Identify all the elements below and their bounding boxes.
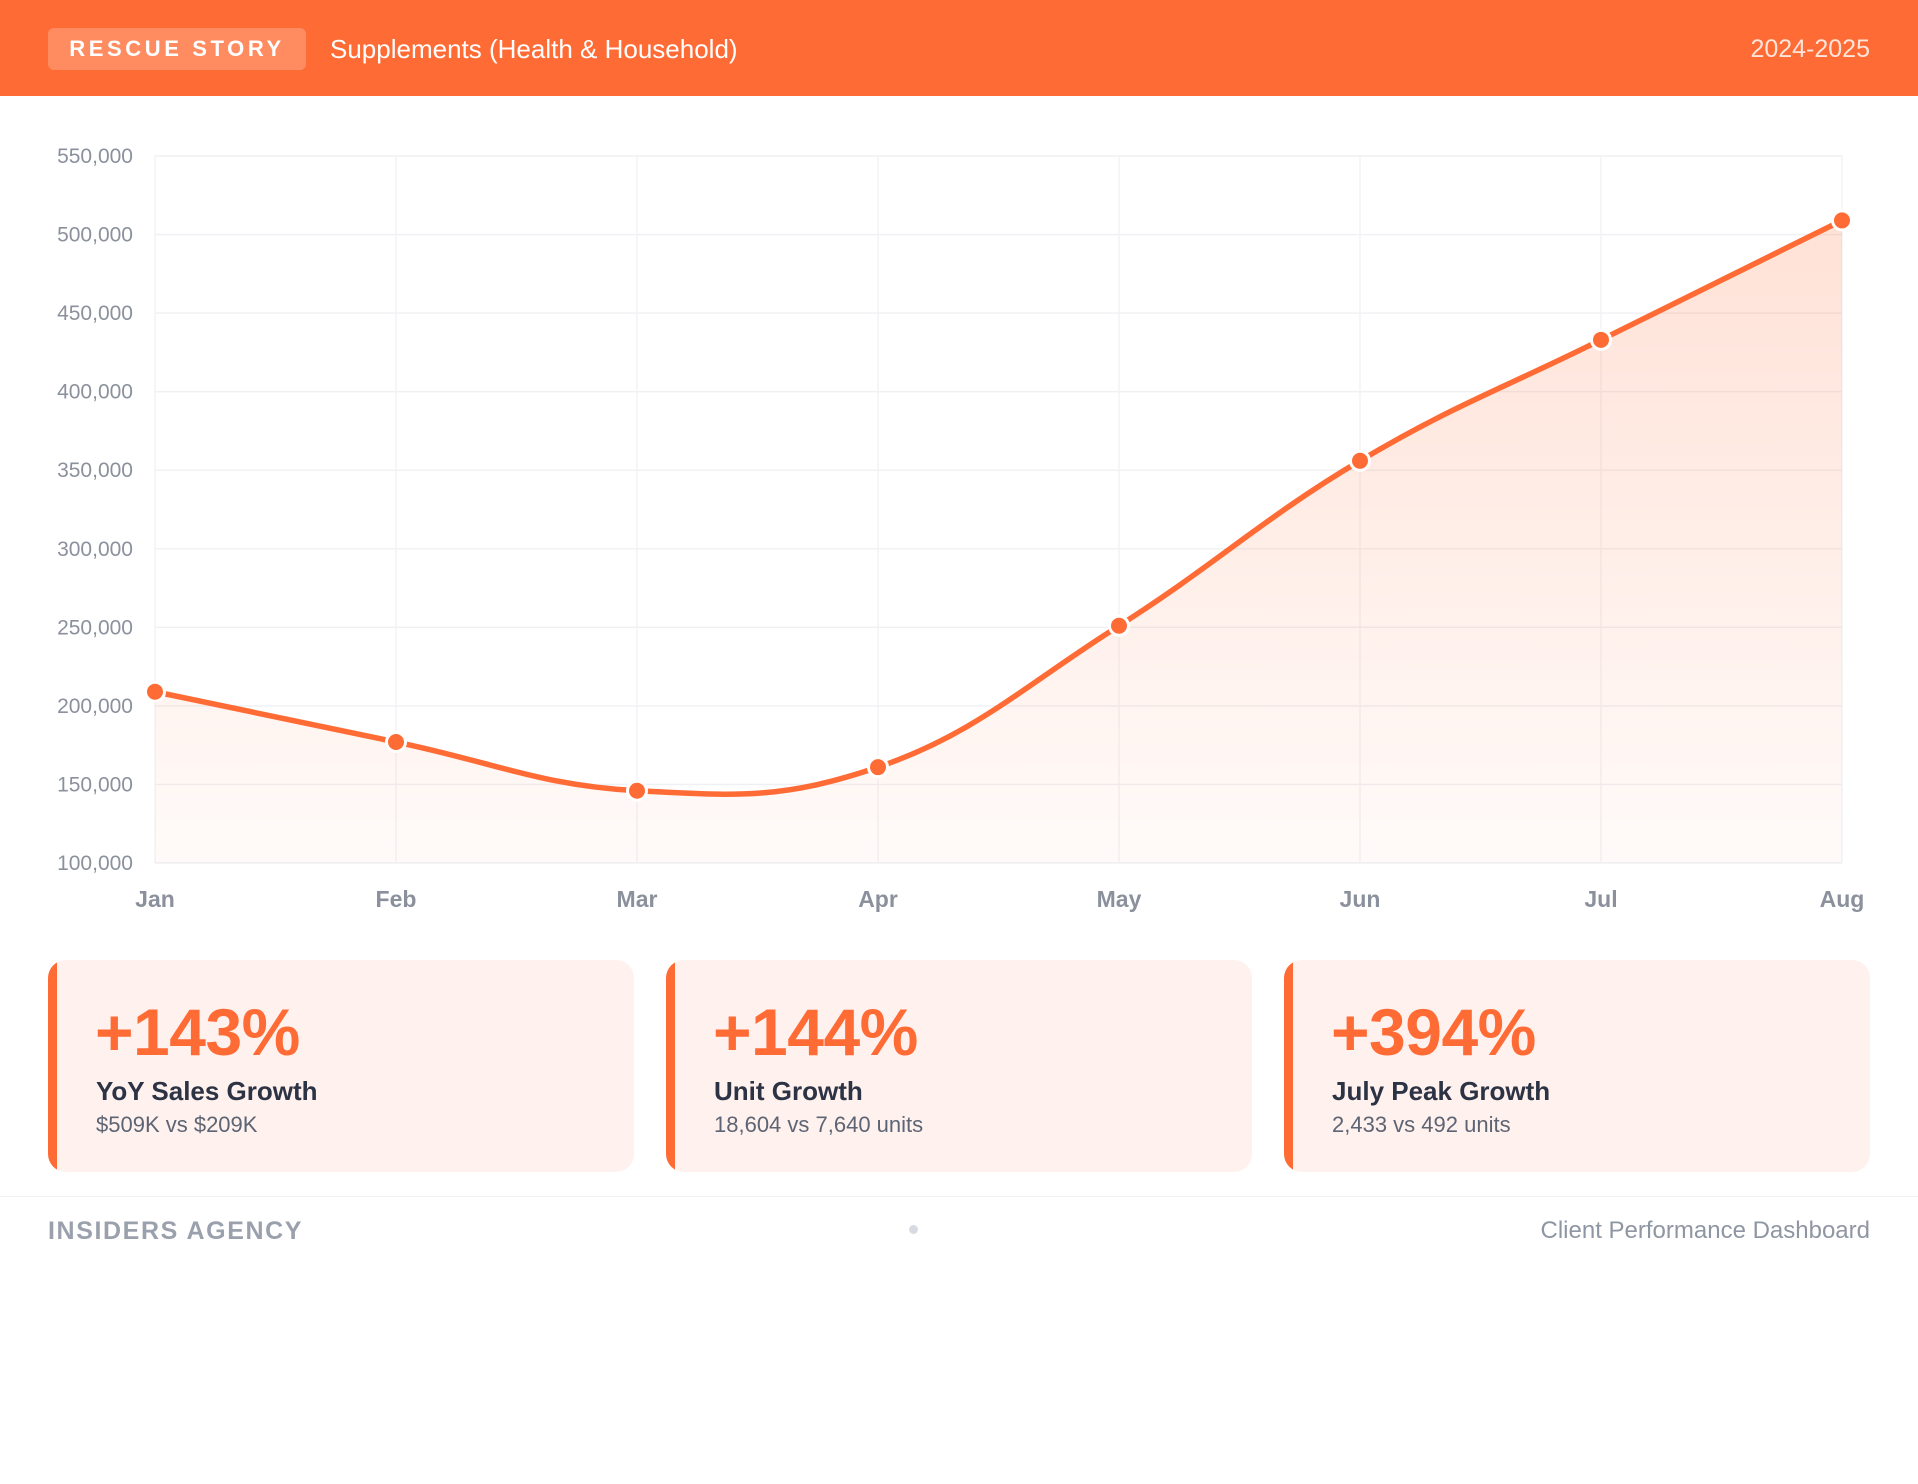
data-point [626,779,648,802]
data-points [144,209,1853,802]
x-tick-label: Apr [858,886,898,912]
series-line-path [152,217,1845,797]
agency-brand: INSIDERS AGENCY [48,1217,304,1245]
data-point [385,731,407,754]
sales-chart: 100,000 150,000 200,000 250,000 300,000 350,0… [0,96,1918,936]
kpi-card-unit-growth: +144% Unit Growth 18,604 vs 7,640 units [666,960,1252,1172]
y-tick-label: 550,000 [57,145,133,168]
kpi-card-sales-growth: +143% YoY Sales Growth $509K vs $209K [48,960,634,1172]
kpi-detail: 2,433 vs 492 units [1332,1112,1511,1137]
kpi-value: +394% [1331,995,1536,1069]
footer-dot [909,1225,918,1234]
data-point [1590,328,1612,351]
card-accent-bar [666,960,675,1172]
x-tick-label: Mar [617,886,658,912]
period-label: 2024-2025 [1750,35,1870,63]
card-accent-bar [1284,960,1293,1172]
x-tick-label: Aug [1820,886,1865,912]
area-fill [155,220,1842,864]
x-tick-label: Feb [376,886,417,912]
card-accent-bar [48,960,57,1172]
data-point [1831,209,1853,232]
x-tick-label: Jul [1584,886,1617,912]
y-tick-label: 200,000 [57,695,133,718]
y-tick-label: 100,000 [57,852,133,875]
rescue-story-badge: RESCUE STORY [48,28,306,70]
kpi-detail: $509K vs $209K [96,1112,258,1137]
x-tick-label: Jan [135,886,175,912]
header-bar: RESCUE STORY Supplements (Health & House… [0,0,1918,96]
series-line [152,217,1845,797]
kpi-label: Unit Growth [714,1076,863,1106]
y-tick-label: 150,000 [57,773,133,796]
x-tick-label: May [1097,886,1142,912]
x-axis-ticks: Jan Feb Mar Apr May Jun Jul Aug [135,886,1864,912]
x-tick-label: Jun [1340,886,1381,912]
kpi-label: YoY Sales Growth [96,1076,318,1106]
kpi-value: +143% [95,995,300,1069]
y-tick-label: 300,000 [57,538,133,561]
data-point [144,680,166,703]
y-tick-label: 350,000 [57,459,133,482]
kpi-card-july-peak: +394% July Peak Growth 2,433 vs 492 unit… [1284,960,1870,1172]
y-tick-label: 450,000 [57,302,133,325]
kpi-value: +144% [713,995,918,1069]
category-title: Supplements (Health & Household) [330,34,738,64]
area-fill-path [155,220,1842,864]
line-chart-svg: 100,000 150,000 200,000 250,000 300,000 350,0… [57,145,1864,912]
footer-divider [0,1196,1918,1197]
data-point [867,756,889,779]
y-tick-label: 400,000 [57,381,133,404]
kpi-detail: 18,604 vs 7,640 units [714,1112,924,1137]
y-axis-ticks: 100,000 150,000 200,000 250,000 300,000 350,0… [57,145,133,875]
y-tick-label: 250,000 [57,616,133,639]
kpi-cards: +143% YoY Sales Growth $509K vs $209K +1… [48,960,1870,1172]
kpi-label: July Peak Growth [1332,1076,1551,1106]
data-point [1108,614,1130,637]
dashboard-label: Client Performance Dashboard [1540,1217,1871,1244]
data-point [1349,449,1371,472]
y-tick-label: 500,000 [57,224,133,247]
